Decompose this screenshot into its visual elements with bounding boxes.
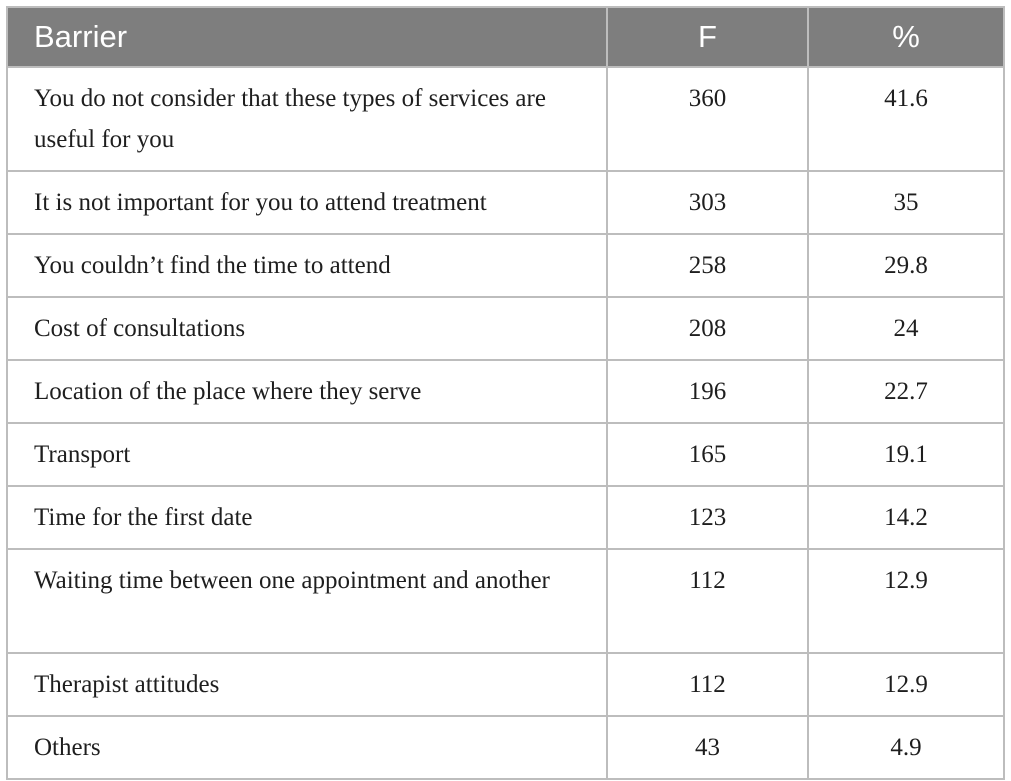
table-row: Cost of consultations 208 24	[6, 296, 1005, 361]
table-row: It is not important for you to attend tr…	[6, 170, 1005, 235]
percent-cell: 14.2	[807, 485, 1005, 550]
percent-cell: 41.6	[807, 66, 1005, 172]
percent-cell: 24	[807, 296, 1005, 361]
barrier-cell: Time for the first date	[6, 485, 608, 550]
table-header: Barrier F %	[6, 6, 1005, 68]
table-body: You do not consider that these types of …	[6, 66, 1005, 780]
barrier-cell: Waiting time between one appointment and…	[6, 548, 608, 654]
frequency-cell: 112	[606, 652, 809, 717]
frequency-cell: 360	[606, 66, 809, 172]
frequency-cell: 165	[606, 422, 809, 487]
percent-cell: 22.7	[807, 359, 1005, 424]
barrier-cell: You couldn’t find the time to attend	[6, 233, 608, 298]
barrier-cell: Cost of consultations	[6, 296, 608, 361]
frequency-cell: 303	[606, 170, 809, 235]
table-row: You couldn’t find the time to attend 258…	[6, 233, 1005, 298]
barrier-cell: Location of the place where they serve	[6, 359, 608, 424]
header-row: Barrier F %	[6, 6, 1005, 68]
barrier-cell: Others	[6, 715, 608, 780]
frequency-cell: 112	[606, 548, 809, 654]
header-percent: %	[807, 6, 1005, 68]
frequency-cell: 208	[606, 296, 809, 361]
percent-cell: 12.9	[807, 548, 1005, 654]
frequency-cell: 258	[606, 233, 809, 298]
frequency-cell: 196	[606, 359, 809, 424]
table-row: Waiting time between one appointment and…	[6, 548, 1005, 654]
barrier-cell: It is not important for you to attend tr…	[6, 170, 608, 235]
percent-cell: 29.8	[807, 233, 1005, 298]
frequency-cell: 123	[606, 485, 809, 550]
table-row: Time for the first date 123 14.2	[6, 485, 1005, 550]
barrier-cell: Therapist attitudes	[6, 652, 608, 717]
header-frequency: F	[606, 6, 809, 68]
percent-cell: 35	[807, 170, 1005, 235]
table-row: Others 43 4.9	[6, 715, 1005, 780]
table-row: Transport 165 19.1	[6, 422, 1005, 487]
percent-cell: 4.9	[807, 715, 1005, 780]
barriers-table: Barrier F % You do not consider that the…	[6, 6, 1005, 780]
table-row: Location of the place where they serve 1…	[6, 359, 1005, 424]
barrier-cell: You do not consider that these types of …	[6, 66, 608, 172]
percent-cell: 12.9	[807, 652, 1005, 717]
barrier-cell: Transport	[6, 422, 608, 487]
percent-cell: 19.1	[807, 422, 1005, 487]
table-row: You do not consider that these types of …	[6, 66, 1005, 172]
frequency-cell: 43	[606, 715, 809, 780]
header-barrier: Barrier	[6, 6, 608, 68]
table-row: Therapist attitudes 112 12.9	[6, 652, 1005, 717]
